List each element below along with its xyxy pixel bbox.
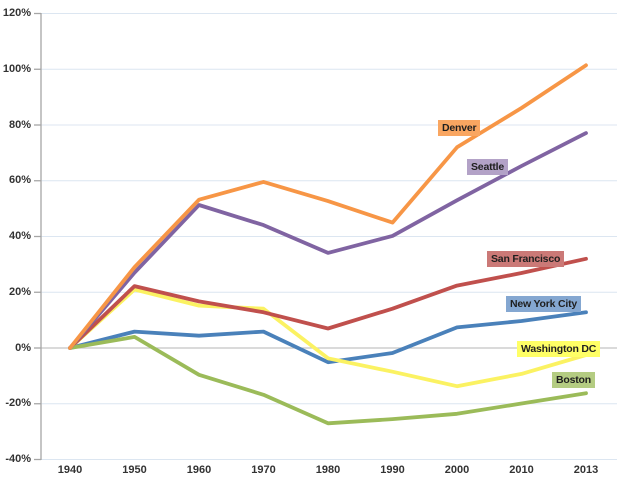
y-axis-label-20-: 20%	[8, 285, 31, 298]
x-axis-label-2010: 2010	[509, 464, 534, 476]
x-axis-label-2013: 2013	[573, 464, 599, 476]
y-axis-label-60-: 60%	[8, 174, 31, 187]
x-axis-label-1980: 1980	[315, 464, 341, 476]
x-axis-label-2000: 2000	[444, 464, 470, 476]
y-axis-label-40-: 40%	[8, 230, 31, 242]
series-label-san-francisco: San Francisco	[487, 251, 565, 267]
series-line-san-francisco	[68, 256, 588, 350]
series-label-seattle: Seattle	[467, 159, 509, 175]
series-label-denver: Denver	[438, 120, 481, 136]
y-axis-label-80-: 80%	[8, 118, 31, 131]
x-axis-label-1960: 1960	[186, 464, 212, 476]
y-axis-label-0-: 0%	[15, 341, 31, 354]
y-axis-label-120-: 120%	[2, 7, 31, 19]
y-axis-label--20-: -20%	[5, 397, 31, 410]
series-line-washington-dc	[68, 287, 588, 389]
x-axis-label-1970: 1970	[251, 464, 276, 476]
series-line-denver	[68, 63, 588, 350]
x-axis-label-1950: 1950	[122, 464, 147, 476]
x-axis-label-1940: 1940	[57, 464, 83, 476]
series-label-new-york-city: New York City	[506, 296, 582, 312]
series-label-boston: Boston	[552, 372, 595, 388]
y-axis-label--40-: -40%	[5, 453, 31, 465]
y-axis-label-100-: 100%	[2, 62, 31, 75]
series-label-washington-dc: Washington DC	[517, 341, 601, 357]
series-line-seattle	[68, 131, 588, 350]
series-line-new-york-city	[68, 310, 588, 365]
series-line-boston	[68, 334, 588, 426]
x-axis-label-1990: 1990	[380, 464, 405, 476]
